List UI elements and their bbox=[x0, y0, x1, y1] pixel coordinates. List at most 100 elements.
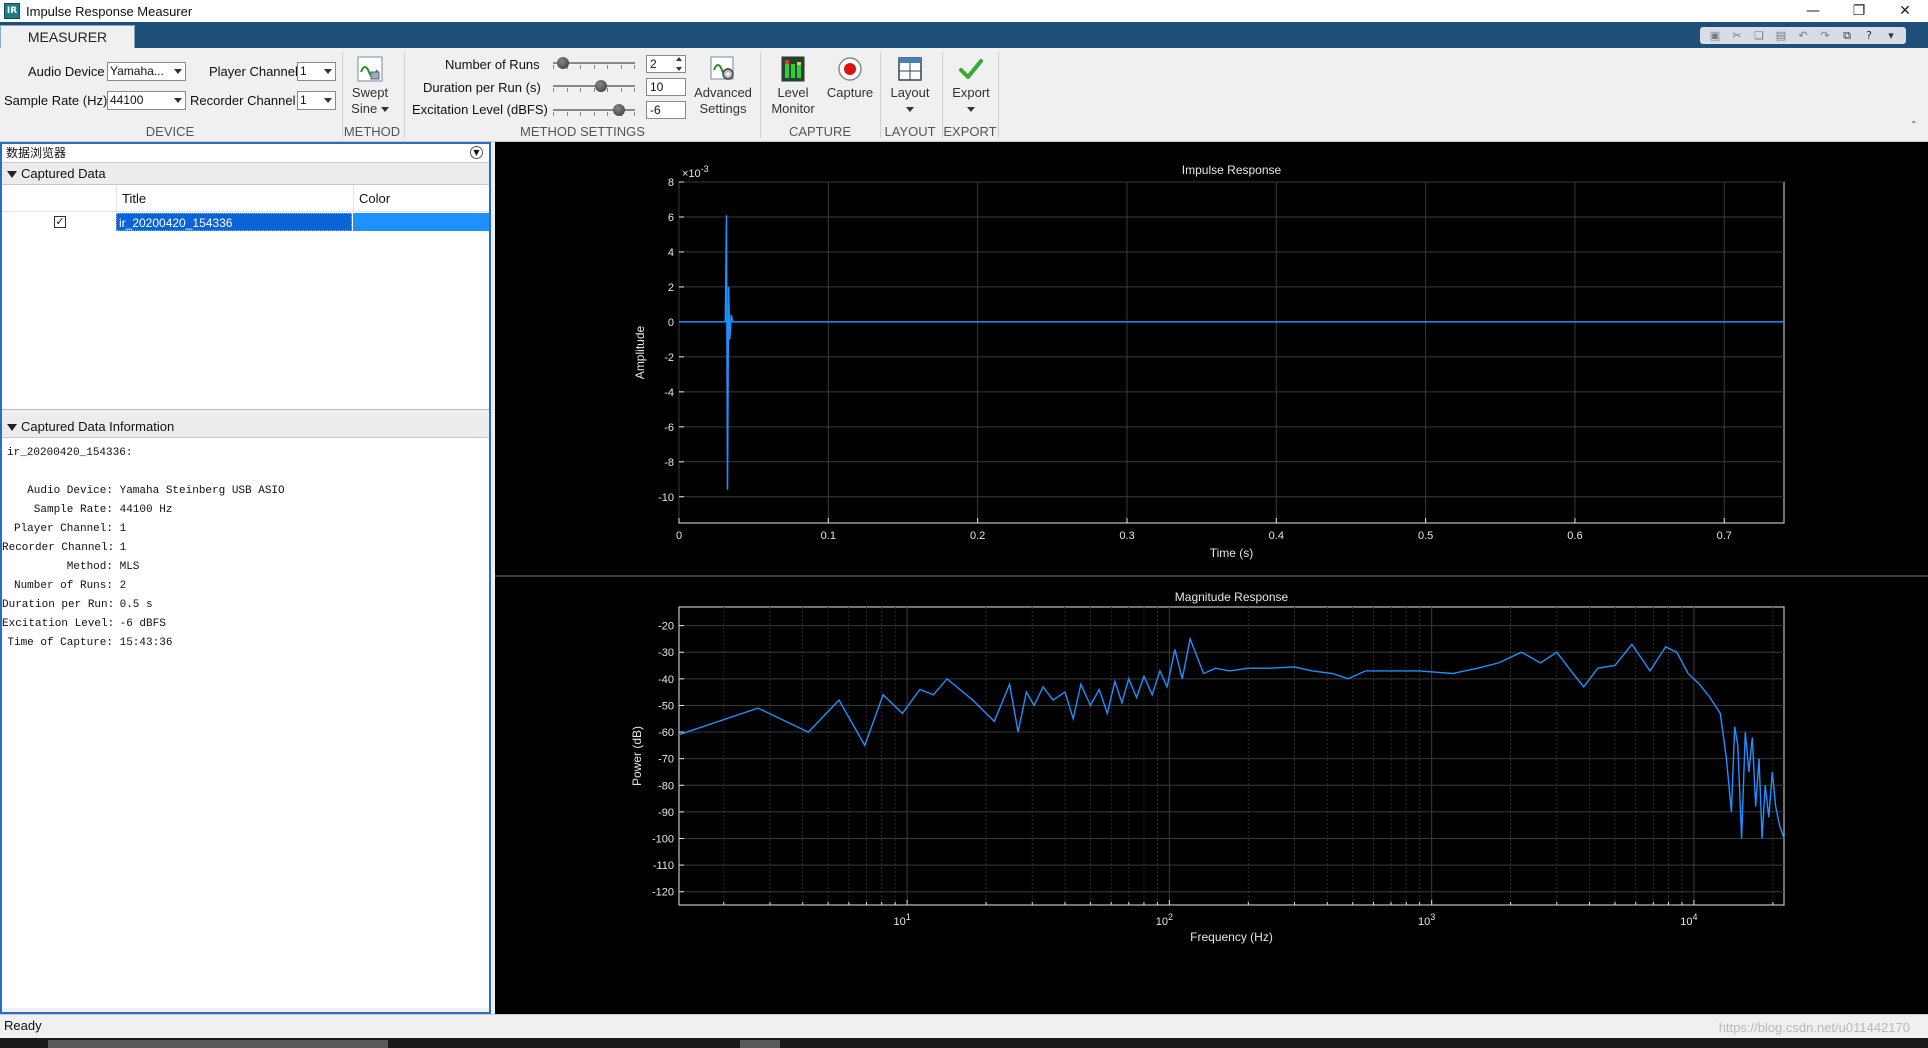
x-tick-label: 0.3 bbox=[1119, 530, 1134, 542]
captured-info-header[interactable]: Captured Data Information bbox=[2, 416, 489, 438]
swept-sine-label-line2: Sine bbox=[351, 101, 378, 116]
excitation-field[interactable]: -6 bbox=[646, 101, 686, 119]
captured-data-title: Captured Data bbox=[21, 166, 106, 181]
capture-label: Capture bbox=[826, 85, 874, 100]
paste-icon[interactable]: ▤ bbox=[1775, 29, 1787, 42]
y-tick-label: -6 bbox=[664, 422, 674, 434]
audio-device-dropdown[interactable]: Yamaha... bbox=[107, 62, 186, 81]
close-button[interactable]: ✕ bbox=[1899, 3, 1911, 19]
excitation-value: -6 bbox=[650, 103, 661, 117]
taskbar-segment bbox=[740, 1040, 780, 1048]
info-line: Recorder Channel: 1 bbox=[2, 539, 489, 558]
duration-field[interactable]: 10 bbox=[646, 78, 686, 96]
table-header: Title Color bbox=[2, 185, 489, 212]
method-section-label: METHOD bbox=[343, 124, 401, 139]
y-tick-label: -110 bbox=[653, 860, 674, 872]
row-title-cell[interactable]: ir_20200420_154336 bbox=[116, 213, 352, 231]
duration-slider[interactable] bbox=[553, 79, 635, 93]
capture-button[interactable]: Capture bbox=[822, 55, 878, 101]
player-channel-dropdown[interactable]: 1 bbox=[297, 62, 336, 81]
sample-rate-dropdown[interactable]: 44100 bbox=[107, 91, 186, 110]
separator bbox=[342, 52, 343, 138]
swept-sine-button[interactable]: Swept Sine bbox=[346, 55, 394, 117]
y-tick-label: -120 bbox=[652, 887, 674, 899]
copy-icon[interactable]: ❏ bbox=[1754, 29, 1764, 42]
x-tick-label: 101 bbox=[893, 912, 910, 928]
device-section-label: DEVICE bbox=[145, 124, 195, 139]
layout-button[interactable]: Layout bbox=[884, 55, 936, 117]
separator bbox=[942, 52, 943, 138]
quick-access-toolbar: ▣ ✂ ❏ ▤ ↶ ↷ ⧉ ? ▾ bbox=[1700, 27, 1906, 44]
method-settings-section-label: METHOD SETTINGS bbox=[520, 124, 645, 139]
impulse-response-plot[interactable]: 0 0.1 0.2 0.3 0.4 0.5 0.6 0.7 8 6 4 2 0 -2 -4 -6 -8 -10 ×1… bbox=[495, 142, 1928, 575]
excitation-slider-thumb[interactable] bbox=[612, 104, 625, 116]
captured-data-header[interactable]: Captured Data bbox=[2, 163, 489, 185]
y-tick-label: -2 bbox=[664, 352, 674, 364]
runs-slider[interactable] bbox=[553, 56, 635, 70]
recorder-channel-dropdown[interactable]: 1 bbox=[297, 91, 336, 110]
x-tick-label: 0.6 bbox=[1567, 530, 1582, 542]
plot-divider[interactable] bbox=[495, 575, 1928, 577]
collapse-toolstrip-icon[interactable]: ⌃ bbox=[1909, 120, 1918, 131]
excitation-slider[interactable] bbox=[553, 103, 635, 117]
info-key: Number of Runs: bbox=[13, 580, 113, 592]
help-icon[interactable]: ? bbox=[1866, 29, 1872, 42]
plot-title: Magnitude Response bbox=[1175, 590, 1289, 604]
row-color-swatch[interactable] bbox=[353, 213, 489, 231]
column-header-color[interactable]: Color bbox=[353, 185, 489, 212]
undo-icon[interactable]: ↶ bbox=[1798, 29, 1808, 42]
magnitude-response-plot[interactable]: 101 102 103 104 -20 -30 -40 -50 -60 -70 -80 -90 -100… bbox=[495, 577, 1928, 1014]
window-titlebar: IR Impulse Response Measurer — ❐ ✕ bbox=[0, 0, 1928, 22]
checkmark-icon bbox=[957, 55, 985, 83]
tab-measurer[interactable]: MEASURER bbox=[0, 25, 135, 48]
x-axis-label: Time (s) bbox=[1210, 546, 1254, 560]
x-tick-label: 0.5 bbox=[1418, 530, 1433, 542]
table-row[interactable]: ✓ ir_20200420_154336 bbox=[2, 213, 489, 231]
y-tick-label: 0 bbox=[668, 317, 674, 329]
switch-windows-icon[interactable]: ⧉ bbox=[1843, 28, 1851, 42]
info-line: Time of Capture: 15:43:36 bbox=[2, 634, 489, 653]
cut-icon[interactable]: ✂ bbox=[1732, 29, 1742, 42]
expand-icon[interactable]: ▾ bbox=[1888, 29, 1894, 42]
x-tick-label: 0 bbox=[676, 530, 682, 542]
advanced-settings-button[interactable]: Advanced Settings bbox=[692, 55, 754, 117]
info-spacer bbox=[2, 463, 489, 482]
runs-slider-thumb[interactable] bbox=[556, 57, 569, 69]
level-monitor-button[interactable]: Level Monitor bbox=[764, 55, 822, 117]
y-tick-label: 4 bbox=[668, 247, 674, 259]
y-tick-label: 8 bbox=[668, 177, 674, 189]
column-header-title[interactable]: Title bbox=[116, 185, 353, 212]
row-checkbox[interactable]: ✓ bbox=[54, 215, 66, 228]
minimize-button[interactable]: — bbox=[1806, 3, 1820, 19]
duration-slider-thumb[interactable] bbox=[595, 80, 607, 92]
redo-icon[interactable]: ↷ bbox=[1820, 29, 1830, 42]
info-key: Duration per Run: bbox=[2, 599, 115, 611]
save-icon[interactable]: ▣ bbox=[1709, 29, 1721, 42]
y-tick-label: -40 bbox=[658, 674, 674, 686]
y-tick-label: -20 bbox=[658, 621, 674, 633]
y-tick-label: -30 bbox=[658, 647, 674, 659]
status-text: Ready bbox=[4, 1018, 42, 1033]
player-channel-value: 1 bbox=[300, 64, 307, 78]
separator bbox=[404, 52, 405, 138]
taskbar-segment bbox=[48, 1040, 388, 1048]
x-tick-label-exponent: 2 bbox=[1168, 912, 1173, 922]
audio-device-value: Yamaha... bbox=[110, 64, 164, 78]
runs-spinner[interactable]: 2 bbox=[646, 55, 686, 73]
export-button[interactable]: Export bbox=[946, 55, 996, 117]
plot-axes-box bbox=[678, 181, 1785, 524]
y-tick-label: 2 bbox=[668, 282, 674, 294]
info-value: MLS bbox=[119, 561, 140, 573]
info-value: 44100 Hz bbox=[119, 504, 173, 516]
spinner-arrows-icon[interactable] bbox=[675, 57, 684, 71]
capture-section-label: CAPTURE bbox=[788, 124, 852, 139]
magnitude-response-trace bbox=[678, 636, 1785, 839]
restore-button[interactable]: ❐ bbox=[1852, 3, 1866, 19]
settings-gear-icon bbox=[709, 55, 737, 83]
chevron-down-icon bbox=[380, 107, 389, 113]
separator bbox=[880, 52, 881, 138]
info-value: 1 bbox=[119, 523, 127, 535]
panel-menu-icon[interactable]: ▼ bbox=[470, 146, 483, 159]
y-tick-label: -4 bbox=[664, 387, 674, 399]
export-label: Export bbox=[952, 85, 990, 100]
